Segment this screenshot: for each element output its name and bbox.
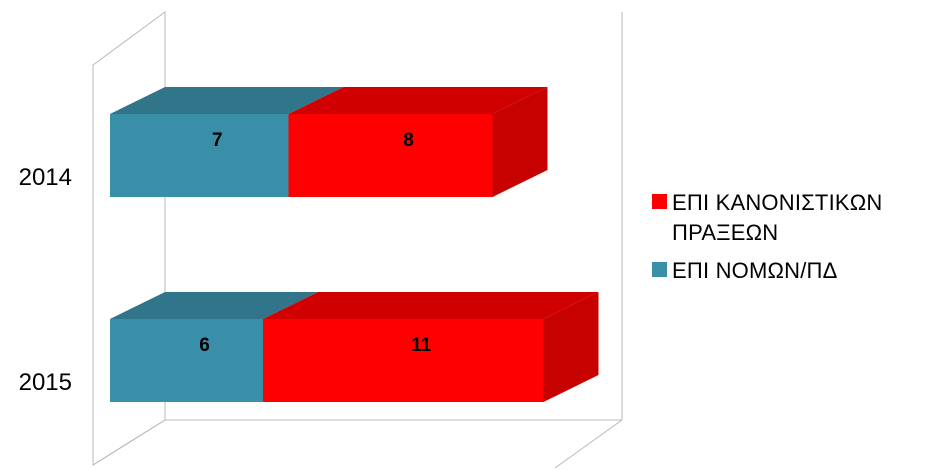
bar-side-face [543, 292, 599, 402]
bar-front-face [110, 319, 263, 402]
legend-swatch [652, 262, 667, 277]
category-labels: 2014 2015 [19, 164, 72, 396]
bar-top-face [110, 292, 318, 319]
bar-top-face [288, 87, 548, 114]
legend-item-series-0: ΕΠΙ ΝΟΜΩΝ/ΠΔ [652, 256, 928, 286]
bar-top-face [263, 292, 599, 319]
bar-segment-2014-series-0: 7 [110, 87, 344, 197]
legend-label: ΕΠΙ ΚΑΝΟΝΙΣΤΙΚΩΝ ΠΡΑΞΕΩΝ [672, 190, 883, 245]
floor-right-edge [554, 419, 623, 469]
data-label: 6 [199, 335, 210, 356]
bar-front-face [288, 114, 493, 197]
category-label-2015: 2015 [19, 369, 72, 396]
legend-item-series-1: ΕΠΙ ΚΑΝΟΝΙΣΤΙΚΩΝ ΠΡΑΞΕΩΝ [652, 188, 928, 248]
chart-legend: ΕΠΙ ΚΑΝΟΝΙΣΤΙΚΩΝ ΠΡΑΞΕΩΝ ΕΠΙ ΝΟΜΩΝ/ΠΔ [652, 188, 928, 294]
data-label: 7 [212, 130, 223, 151]
category-label-2014: 2014 [19, 164, 72, 191]
chart-bars: 7 8 6 11 [110, 87, 599, 402]
data-label: 11 [411, 335, 432, 356]
bar-front-face [110, 114, 289, 197]
data-label: 8 [403, 130, 414, 151]
bar-top-face [110, 87, 344, 114]
bar-side-face [492, 87, 548, 197]
legend-label: ΕΠΙ ΝΟΜΩΝ/ΠΔ [672, 258, 838, 283]
floor-left-edge [92, 419, 166, 466]
bar-segment-2014-series-1: 8 [288, 87, 548, 197]
bar-segment-2015-series-0: 6 [110, 292, 318, 402]
legend-swatch [652, 194, 667, 209]
bar-front-face [263, 319, 544, 402]
bar-segment-2015-series-1: 11 [263, 292, 599, 402]
